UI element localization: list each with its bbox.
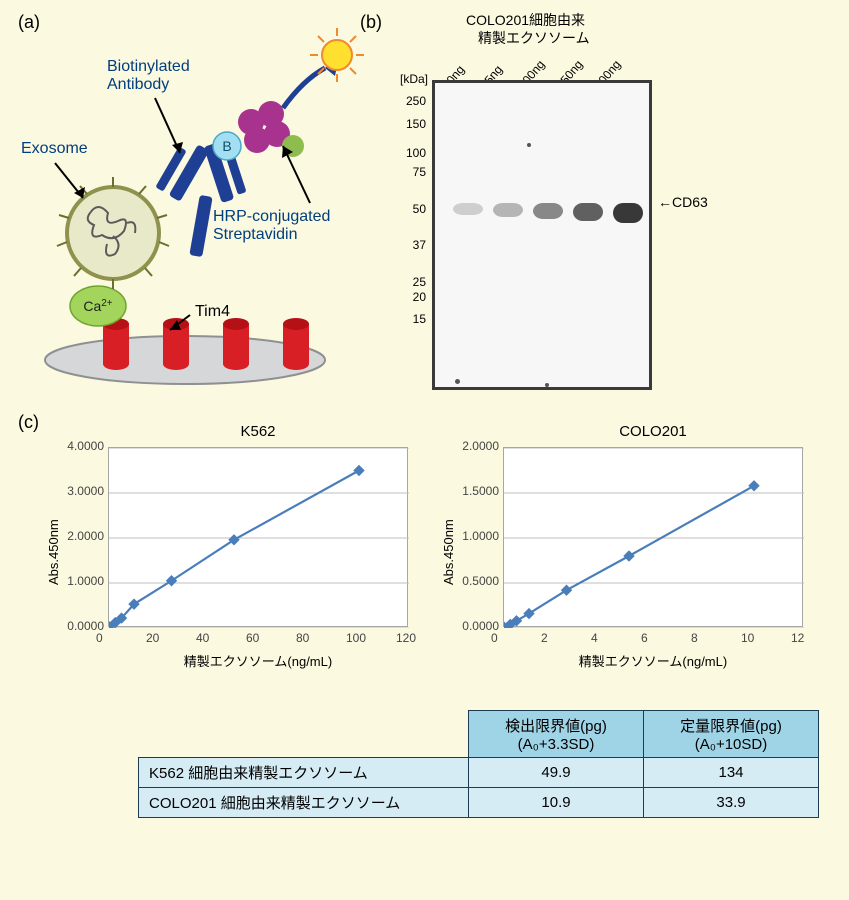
kda-tick: 250 xyxy=(386,94,426,108)
xtick-label: 0 xyxy=(491,631,498,645)
ytick-label: 2.0000 xyxy=(56,529,104,543)
kda-tick: 37 xyxy=(386,238,426,252)
kda-tick: 25 xyxy=(386,275,426,289)
blot-title-2: 精製エクソソーム xyxy=(478,28,590,48)
table-rowname: K562 細胞由来精製エクソソーム xyxy=(139,758,469,788)
kda-tick: 20 xyxy=(386,290,426,304)
xtick-label: 0 xyxy=(96,631,103,645)
blot-frame xyxy=(432,80,652,390)
xtick-label: 100 xyxy=(346,631,366,645)
panel-a-diagram: Ca2+ B xyxy=(35,28,370,393)
table-row: COLO201 細胞由来精製エクソソーム10.933.9 xyxy=(139,788,819,818)
ytick-label: 1.0000 xyxy=(451,529,499,543)
b-letter: B xyxy=(222,138,231,154)
biot-ab-label: Biotinylated Antibody xyxy=(107,58,190,94)
chart-1-svg xyxy=(109,448,409,628)
ytick-label: 4.0000 xyxy=(56,439,104,453)
limits-table: 検出限界値(pg) (A₀+3.3SD) 定量限界値(pg) (A₀+10SD)… xyxy=(138,710,819,818)
chart-1-xlabel: 精製エクソソーム(ng/mL) xyxy=(138,651,378,670)
exosome-label: Exosome xyxy=(21,140,88,158)
blot-band xyxy=(493,203,523,217)
exosome-shape xyxy=(57,177,169,289)
blot-band xyxy=(453,203,483,215)
panel-c: K562 Abs.450nm 精製エクソソーム(ng/mL) COLO201 A… xyxy=(28,405,823,885)
tim4-label: Tim4 xyxy=(195,303,230,321)
table-row: K562 細胞由来精製エクソソーム49.9134 xyxy=(139,758,819,788)
kda-tick: 75 xyxy=(386,165,426,179)
xtick-label: 4 xyxy=(591,631,598,645)
blot-title-1: COLO201細胞由来 xyxy=(466,10,585,30)
table-col-2: 定量限界値(pg) (A₀+10SD) xyxy=(644,711,819,758)
chart-2-xlabel: 精製エクソソーム(ng/mL) xyxy=(533,651,773,670)
table-corner xyxy=(139,711,469,758)
table-cell: 134 xyxy=(644,758,819,788)
ytick-label: 0.5000 xyxy=(451,574,499,588)
chart-2-title: COLO201 xyxy=(573,423,733,440)
chart-1-title: K562 xyxy=(178,423,338,440)
blot-band xyxy=(573,203,603,221)
xtick-label: 6 xyxy=(641,631,648,645)
ytick-label: 2.0000 xyxy=(451,439,499,453)
speck-3 xyxy=(545,383,549,387)
xtick-label: 40 xyxy=(196,631,209,645)
kda-header: [kDa] xyxy=(378,72,428,86)
chart-2-area xyxy=(503,447,803,627)
table-cell: 49.9 xyxy=(469,758,644,788)
xtick-label: 12 xyxy=(791,631,804,645)
xtick-label: 2 xyxy=(541,631,548,645)
table-col-1: 検出限界値(pg) (A₀+3.3SD) xyxy=(469,711,644,758)
tim4-3 xyxy=(223,318,249,370)
tim4-1 xyxy=(103,318,129,370)
xtick-label: 120 xyxy=(396,631,416,645)
product-sun xyxy=(310,28,364,82)
xtick-label: 20 xyxy=(146,631,159,645)
xtick-label: 80 xyxy=(296,631,309,645)
chart-1-area xyxy=(108,447,408,627)
ytick-label: 1.5000 xyxy=(451,484,499,498)
chart-2-svg xyxy=(504,448,804,628)
kda-tick: 100 xyxy=(386,146,426,160)
speck-1 xyxy=(527,143,531,147)
xtick-label: 10 xyxy=(741,631,754,645)
kda-tick: 50 xyxy=(386,202,426,216)
table-rowname: COLO201 細胞由来精製エクソソーム xyxy=(139,788,469,818)
cd63-label: ←CD63 xyxy=(658,194,708,210)
panel-b-blot: COLO201細胞由来 精製エクソソーム 50ng75ng100ng150ng2… xyxy=(370,10,820,402)
ytick-label: 3.0000 xyxy=(56,484,104,498)
blot-band xyxy=(533,203,563,219)
table-cell: 10.9 xyxy=(469,788,644,818)
speck-2 xyxy=(455,379,460,384)
kda-tick: 150 xyxy=(386,117,426,131)
kda-tick: 15 xyxy=(386,312,426,326)
xtick-label: 8 xyxy=(691,631,698,645)
xtick-label: 60 xyxy=(246,631,259,645)
table-cell: 33.9 xyxy=(644,788,819,818)
blot-band xyxy=(613,203,643,223)
ytick-label: 1.0000 xyxy=(56,574,104,588)
tim4-4 xyxy=(283,318,309,370)
hrp-strep-label: HRP-conjugated Streptavidin xyxy=(213,208,330,244)
